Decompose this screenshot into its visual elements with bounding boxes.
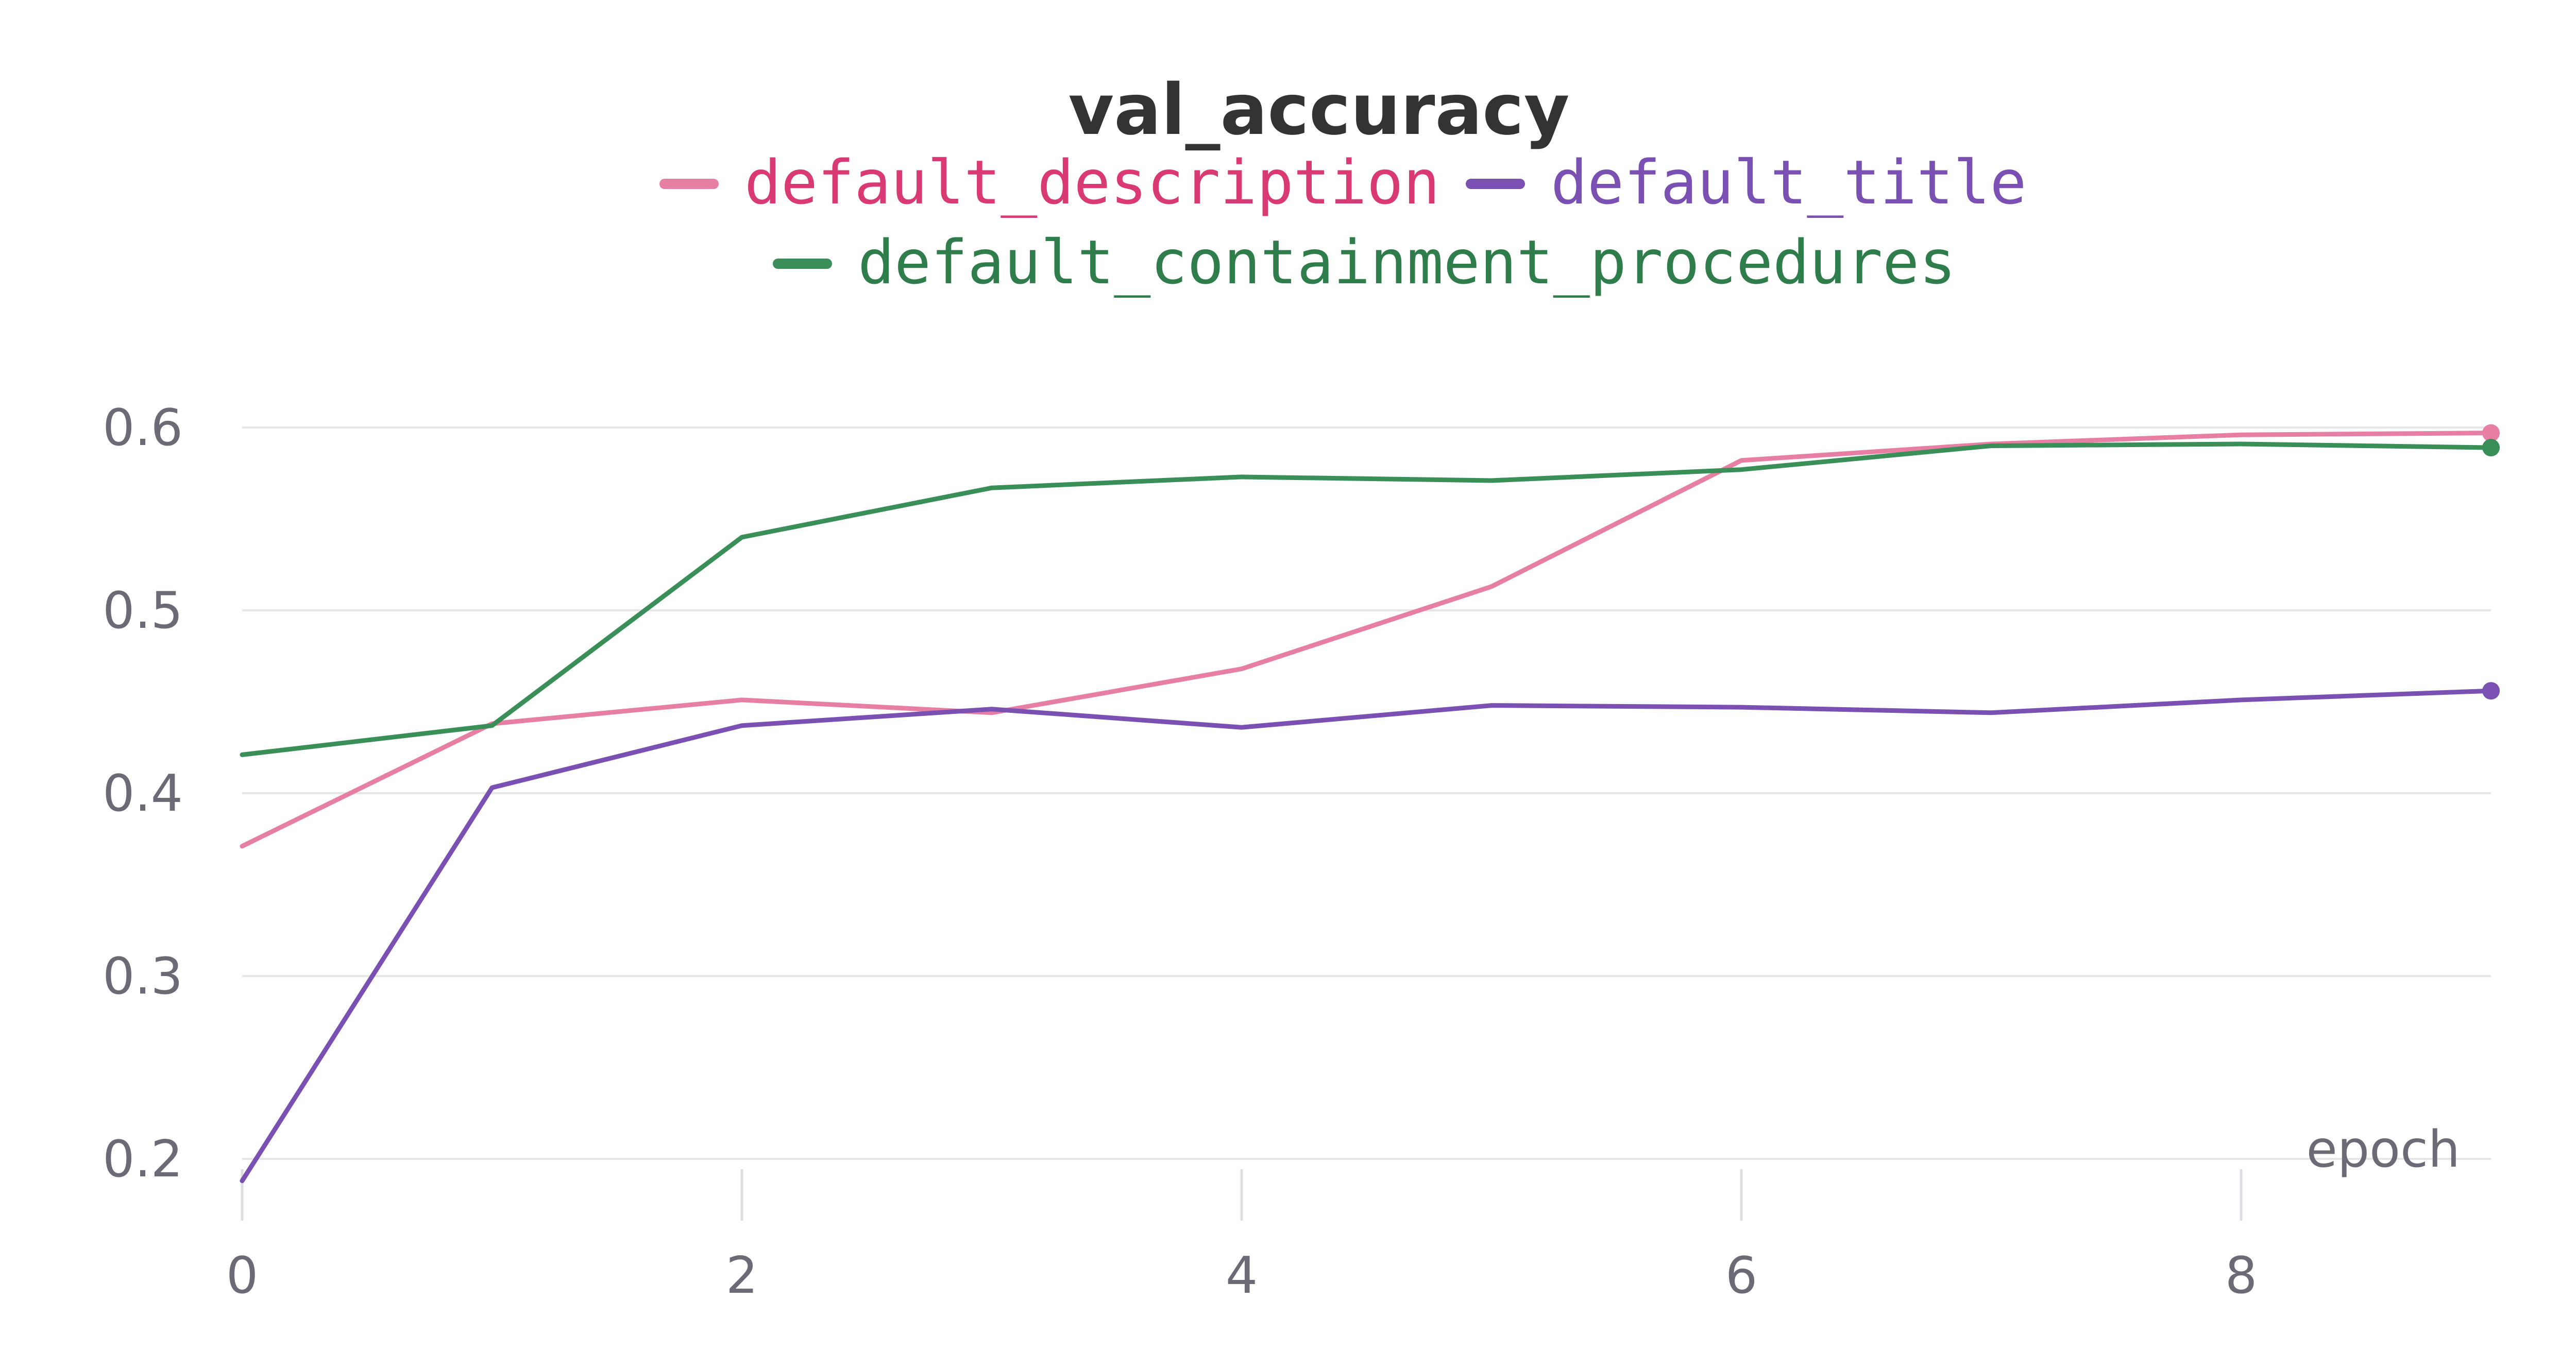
series-end-marker	[2482, 424, 2500, 442]
legend-swatch	[773, 259, 832, 269]
x-tick-label: 8	[2225, 1246, 2257, 1305]
y-tick-label: 0.4	[103, 764, 183, 823]
y-tick-label: 0.2	[103, 1130, 183, 1189]
legend-label: default_containment_procedures	[858, 227, 1956, 298]
chart-title: val_accuracy	[1069, 70, 1570, 151]
x-tick-label: 4	[1226, 1246, 1258, 1305]
legend-label: default_title	[1551, 147, 2027, 218]
x-tick-label: 0	[226, 1246, 258, 1305]
series-end-marker	[2482, 439, 2500, 457]
legend-swatch	[659, 179, 719, 189]
y-tick-label: 0.6	[103, 399, 183, 457]
legend: default_description default_title default_…	[659, 147, 2027, 298]
x-tick-label: 2	[726, 1246, 758, 1305]
x-tick-label: 6	[1725, 1246, 1757, 1305]
legend-swatch	[1466, 179, 1525, 189]
legend-label: default_description	[744, 147, 1440, 218]
y-axis: 0.2 0.3 0.4 0.5 0.6	[103, 399, 183, 1189]
y-tick-label: 0.3	[103, 947, 183, 1006]
x-axis: 0 2 4 6 8	[226, 1169, 2257, 1305]
series-line-default-title	[240, 688, 2494, 1184]
series-end-marker	[2482, 682, 2500, 700]
series-group	[240, 424, 2500, 1184]
gridlines	[242, 426, 2491, 1160]
x-axis-label: epoch	[2307, 1120, 2460, 1179]
series-line-default-description	[240, 431, 2494, 849]
y-tick-label: 0.5	[103, 582, 183, 640]
series-line-default-containment-procedures	[240, 441, 2494, 757]
